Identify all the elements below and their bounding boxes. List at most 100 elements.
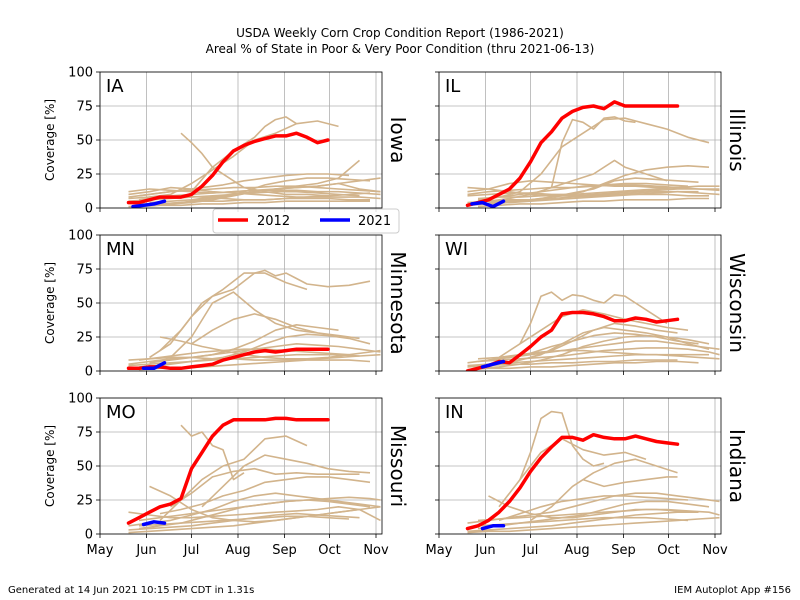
history-line <box>477 182 689 201</box>
y-tick-label: 50 <box>76 460 93 475</box>
y-tick-label: 75 <box>76 100 93 115</box>
history-line <box>138 515 350 527</box>
history-line <box>498 495 689 522</box>
ticks <box>96 397 377 538</box>
history-line <box>467 360 699 371</box>
panel-wi: WI Wisconsin <box>435 234 749 375</box>
history-line <box>191 313 360 345</box>
app-id: IEM Autoplot App #156 <box>674 585 791 596</box>
legend: 2012 2021 <box>212 208 400 234</box>
y-tick-label: 0 <box>85 365 93 380</box>
y-tick-label: 25 <box>76 331 93 346</box>
y-tick-label: 25 <box>76 494 93 509</box>
y-axis-label: Coverage [%] <box>43 262 57 344</box>
state-code-label: MN <box>106 239 135 260</box>
history-line <box>138 496 381 522</box>
history-line <box>149 323 339 364</box>
history-line <box>467 190 720 204</box>
history-line <box>138 333 371 368</box>
state-name-label: Wisconsin <box>725 253 749 353</box>
panel-ia: 0 25 50 75 100 Coverage [%] IA Iowa <box>43 66 410 217</box>
history-line <box>477 516 689 527</box>
history-line <box>190 116 297 193</box>
history-line <box>149 485 360 523</box>
series-line-2012 <box>465 432 680 531</box>
series-line-2021 <box>480 359 506 369</box>
x-tick-label: May <box>426 543 453 558</box>
series-line-2012 <box>126 416 330 525</box>
legend-box <box>212 208 400 234</box>
history-line <box>180 132 329 197</box>
history-line <box>159 476 371 515</box>
chart-subtitle: Areal % of State in Poor & Very Poor Con… <box>206 42 595 56</box>
x-tick-label: Oct <box>657 543 679 558</box>
history-line <box>169 291 318 358</box>
y-tick-label: 50 <box>76 297 93 312</box>
state-name-label: Iowa <box>386 117 410 164</box>
history-line <box>128 186 381 200</box>
x-tick-label: Nov <box>363 543 389 558</box>
history-line <box>467 190 699 207</box>
series-group <box>465 291 720 371</box>
x-tick-label: May <box>87 543 114 558</box>
y-tick-label: 25 <box>76 168 93 183</box>
history-line <box>149 159 361 204</box>
history-line <box>138 348 350 361</box>
history-line <box>519 410 605 480</box>
y-tick-label: 100 <box>68 66 93 81</box>
history-line <box>477 508 720 522</box>
x-tick-label: Nov <box>702 543 728 558</box>
state-code-label: IN <box>445 402 464 423</box>
history-line <box>138 173 350 197</box>
ticks <box>96 234 377 375</box>
state-code-label: IL <box>445 76 460 97</box>
y-tick-label: 75 <box>76 426 93 441</box>
state-code-label: IA <box>106 76 124 97</box>
panel-mn: 0 25 50 75 100 Coverage [%] MN Minnesota <box>43 229 410 380</box>
x-tick-label: Jul <box>183 543 200 558</box>
state-code-label: MO <box>106 402 136 423</box>
history-line <box>498 308 689 359</box>
history-line <box>128 505 381 522</box>
x-tick-label: Sep <box>611 543 636 558</box>
y-tick-label: 100 <box>68 392 93 407</box>
legend-label-2021: 2021 <box>358 214 391 229</box>
history-line <box>159 336 381 360</box>
series-line-2021 <box>141 520 167 527</box>
series-line-2012 <box>126 347 330 371</box>
x-tick-label: Aug <box>225 543 250 558</box>
series-group <box>126 416 381 534</box>
history-line <box>550 116 636 188</box>
history-line <box>149 120 339 198</box>
history-line <box>128 492 381 527</box>
series-line-2012 <box>465 100 680 208</box>
x-tick-label: Sep <box>272 543 297 558</box>
x-tick-label: Aug <box>564 543 589 558</box>
history-line <box>128 506 381 534</box>
x-tick-label: Jul <box>522 543 539 558</box>
panel-mo: 0 25 50 75 100 Coverage [%] May Jun Jul Aug Sep Oct… <box>43 392 410 559</box>
state-code-label: WI <box>445 239 468 260</box>
generated-timestamp: Generated at 14 Jun 2021 10:15 PM CDT in… <box>8 585 255 596</box>
y-axis-label: Coverage [%] <box>43 99 57 181</box>
x-tick-label: Oct <box>318 543 340 558</box>
y-tick-label: 0 <box>85 202 93 217</box>
series-line-2021 <box>131 199 167 208</box>
series-group <box>465 100 720 208</box>
history-line <box>467 511 699 533</box>
y-tick-label: 50 <box>76 134 93 149</box>
ticks <box>435 71 716 212</box>
series-line-2021 <box>470 199 506 208</box>
history-line <box>519 291 668 345</box>
state-name-label: Illinois <box>725 108 749 171</box>
history-line <box>477 197 709 208</box>
history-line <box>170 467 360 508</box>
y-tick-label: 0 <box>85 528 93 543</box>
y-tick-label: 75 <box>76 263 93 278</box>
history-line <box>467 359 678 368</box>
series-line-2021 <box>141 361 167 371</box>
legend-label-2012: 2012 <box>257 214 290 229</box>
panel-in: May Jun Jul Aug Sep Oct Nov IN Indiana <box>426 397 749 558</box>
history-line <box>498 117 710 198</box>
